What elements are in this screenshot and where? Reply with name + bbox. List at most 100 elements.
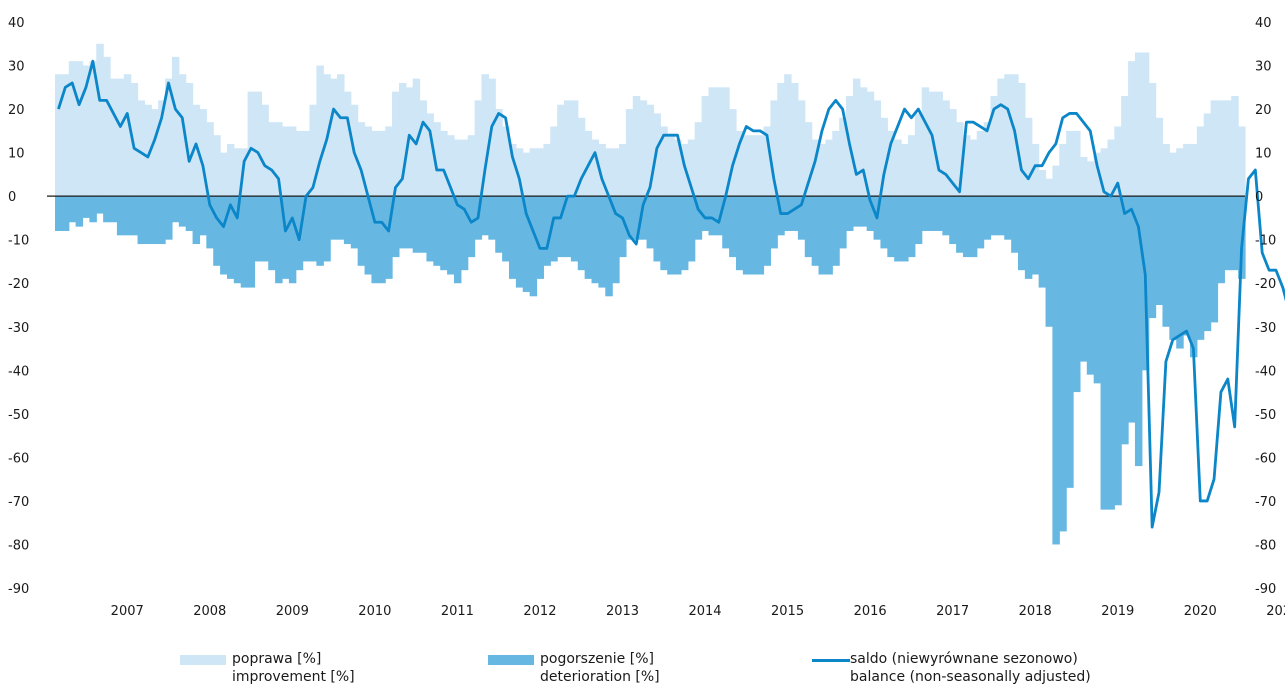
deterioration-bar (116, 196, 125, 236)
legend-improvement-en: improvement [%] (232, 669, 355, 685)
deterioration-bar (433, 196, 441, 266)
deterioration-bar (859, 196, 868, 227)
deterioration-bar (213, 196, 221, 266)
deterioration-bar (199, 196, 207, 236)
deterioration-bar (612, 196, 620, 284)
improvement-bar (729, 109, 737, 197)
deterioration-bar (378, 196, 386, 284)
improvement-bar (412, 78, 421, 197)
improvement-bar (281, 126, 290, 197)
improvement-bar (708, 87, 716, 197)
improvement-bar (447, 135, 455, 197)
deterioration-bar (426, 196, 434, 262)
improvement-bar (1031, 143, 1040, 197)
x-tick-label: 2014 (688, 604, 721, 619)
deterioration-bar (777, 196, 785, 236)
improvement-bar (859, 87, 868, 197)
improvement-bar (969, 139, 978, 197)
deterioration-bar (515, 196, 524, 288)
legend-improvement-label: poprawa [%] improvement [%] (232, 650, 355, 686)
deterioration-bar (357, 196, 366, 266)
deterioration-bar (1031, 196, 1040, 275)
improvement-bar (116, 78, 125, 197)
improvement-bar (357, 122, 366, 197)
improvement-bar (997, 78, 1005, 197)
x-tick-label: 2010 (358, 604, 391, 619)
deterioration-bar (412, 196, 421, 253)
improvement-bar (515, 148, 524, 197)
improvement-bar (1224, 100, 1232, 197)
improvement-bar (240, 148, 249, 197)
deterioration-bar (907, 196, 916, 258)
improvement-bar (371, 130, 379, 197)
deterioration-bar (605, 196, 613, 297)
improvement-bar (1196, 126, 1205, 197)
deterioration-bar (1073, 196, 1081, 393)
deterioration-bar (1018, 196, 1026, 271)
improvement-bar (894, 139, 902, 197)
deterioration-bar (887, 196, 895, 258)
improvement-bar (735, 130, 744, 197)
deterioration-bar (632, 196, 641, 240)
deterioration-bar (646, 196, 655, 249)
deterioration-bar (894, 196, 902, 262)
y-tick-label-right: 30 (1255, 60, 1272, 75)
improvement-bar (797, 100, 806, 197)
deterioration-bar (61, 196, 70, 231)
improvement-bar (1217, 100, 1225, 197)
deterioration-bar (467, 196, 476, 258)
y-tick-label-left: -10 (8, 234, 29, 249)
deterioration-bar (667, 196, 675, 275)
deterioration-bar (350, 196, 359, 249)
deterioration-bar (233, 196, 242, 284)
improvement-bar (921, 87, 930, 197)
legend-balance-pl: saldo (niewyrównane sezonowo) (850, 651, 1078, 667)
deterioration-bar (460, 196, 469, 271)
deterioration-bar (1107, 196, 1115, 510)
deterioration-bar (309, 196, 317, 262)
improvement-bar (742, 135, 751, 197)
deterioration-bar (1155, 196, 1164, 305)
y-axis-left: 40 30 20 10 0 -10 -20 -30 -40 -50 -60 -70 -80 -90 (8, 16, 29, 597)
x-tick-label: 2019 (1101, 604, 1134, 619)
deterioration-bar (1196, 196, 1205, 340)
deterioration-bar (825, 196, 833, 275)
deterioration-bar (1217, 196, 1225, 284)
improvement-bar (770, 100, 778, 197)
deterioration-bar (639, 196, 648, 240)
deterioration-bar (1024, 196, 1033, 279)
improvement-bar (1018, 82, 1026, 197)
deterioration-bar (832, 196, 840, 266)
improvement-bar (151, 109, 159, 197)
improvement-bar (804, 122, 813, 197)
improvement-bar (68, 61, 77, 197)
improvement-bar (914, 113, 923, 197)
legend-deterioration-pl: pogorszenie [%] (540, 651, 654, 667)
improvement-bar (1052, 165, 1060, 197)
y-tick-label-right: -30 (1255, 321, 1276, 336)
y-tick-label-left: 0 (8, 190, 16, 205)
improvement-bar (419, 100, 428, 197)
improvement-bar (1162, 143, 1170, 197)
improvement-bar (213, 135, 221, 197)
improvement-bar (1093, 152, 1102, 197)
improvement-bar (309, 104, 317, 197)
improvement-bar (522, 152, 531, 197)
deterioration-bar (1128, 196, 1136, 423)
improvement-bar (61, 74, 70, 197)
improvement-bar (873, 100, 882, 197)
improvement-bar (619, 143, 627, 197)
improvement-bar (550, 126, 558, 197)
deterioration-bar (371, 196, 379, 284)
improvement-bar (261, 104, 269, 197)
x-tick-label: 2020 (1184, 604, 1217, 619)
improvement-bar (433, 122, 441, 197)
deterioration-bar (550, 196, 558, 262)
deterioration-bar (557, 196, 565, 258)
y-tick-label-right: -70 (1255, 495, 1276, 510)
legend-balance-label: saldo (niewyrównane sezonowo) balance (n… (850, 650, 1091, 686)
deterioration-bar (756, 196, 765, 275)
deterioration-bar (151, 196, 159, 245)
y-tick-label-left: -60 (8, 451, 29, 466)
